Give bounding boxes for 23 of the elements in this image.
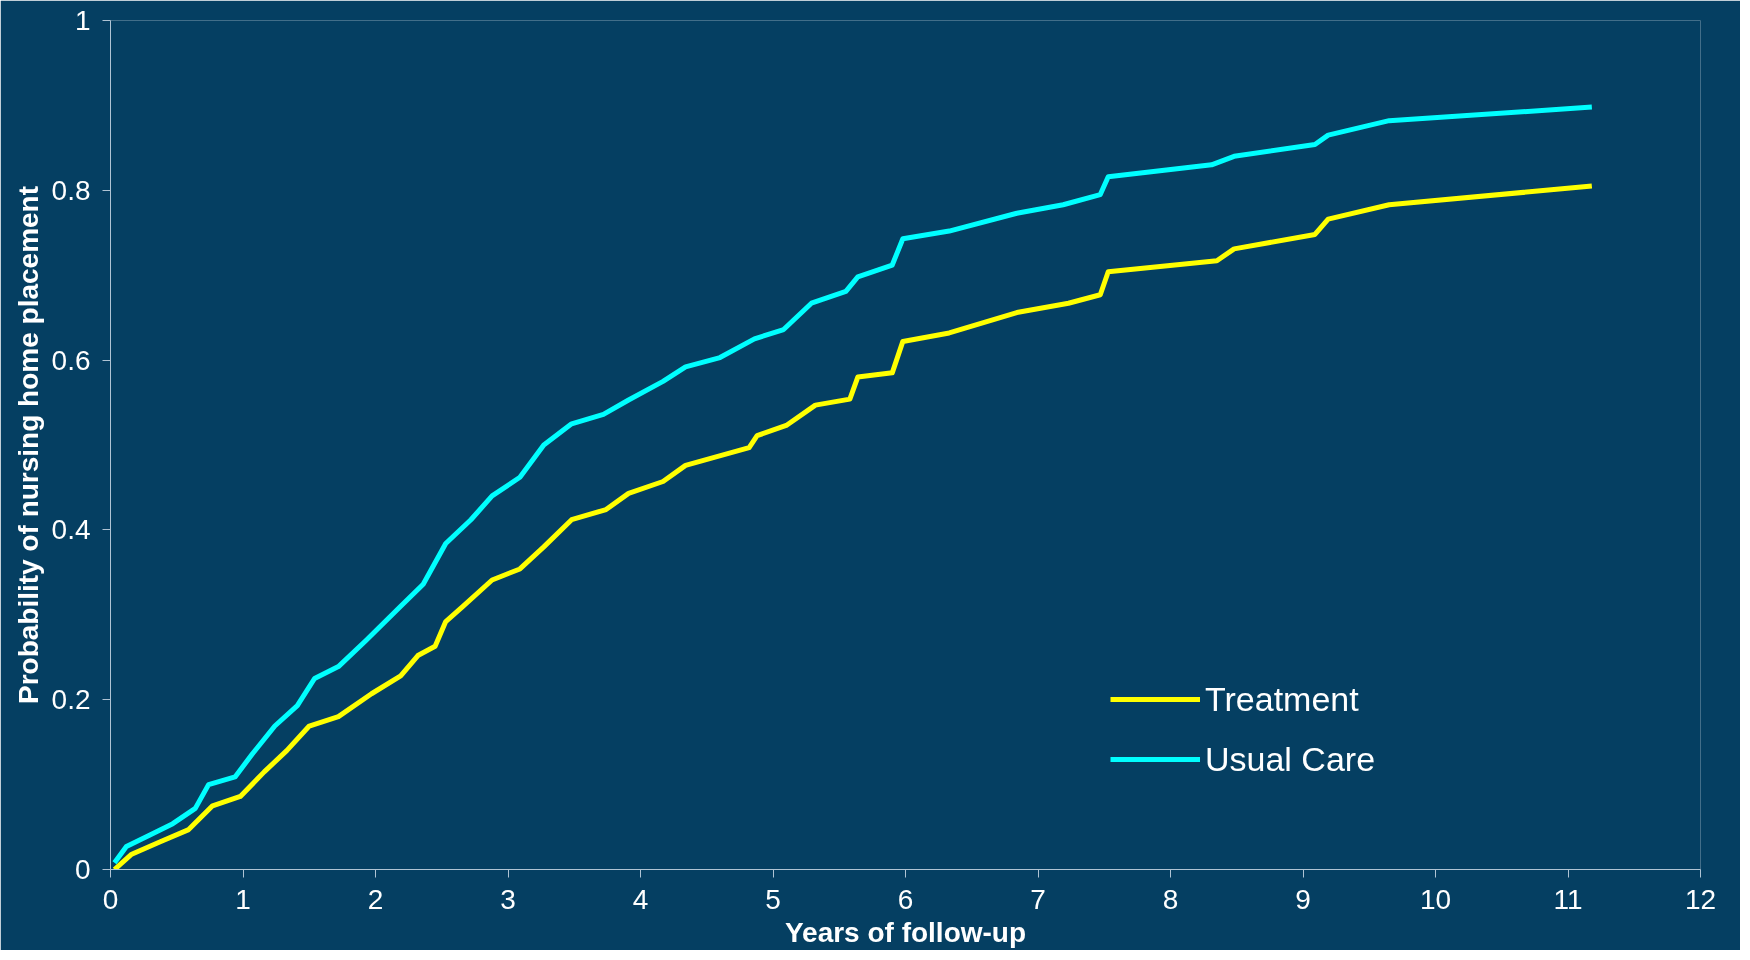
- y-tick-label: 1: [74, 5, 91, 36]
- x-tick-label: 5: [765, 883, 781, 915]
- x-tick-label: 8: [1162, 883, 1179, 915]
- x-tick-label: 3: [500, 883, 516, 915]
- x-tick-label: 2: [367, 883, 384, 915]
- x-tick-label: 7: [1030, 883, 1046, 915]
- y-tick-label: 0: [74, 854, 91, 885]
- y-tick-label: 0.2: [51, 684, 91, 716]
- x-axis-title: Years of follow-up: [784, 916, 1027, 948]
- y-tick-label: 0.4: [51, 514, 91, 546]
- x-tick-label: 0: [102, 883, 119, 915]
- x-tick-label: 11: [1553, 883, 1583, 915]
- y-tick-label: 0.6: [51, 344, 91, 376]
- x-tick-label: 6: [897, 883, 914, 915]
- x-tick-label: 1: [235, 883, 251, 915]
- y-tick-label: 0.8: [51, 174, 91, 206]
- legend-label: Treatment: [1205, 679, 1359, 719]
- legend-label: Usual Care: [1205, 739, 1376, 779]
- x-tick-label: 10: [1419, 883, 1452, 915]
- x-tick-label: 12: [1684, 883, 1717, 915]
- x-tick-label: 9: [1295, 883, 1311, 915]
- y-axis-title: Probability of nursing home placement: [12, 185, 44, 705]
- x-tick-label: 4: [632, 883, 649, 915]
